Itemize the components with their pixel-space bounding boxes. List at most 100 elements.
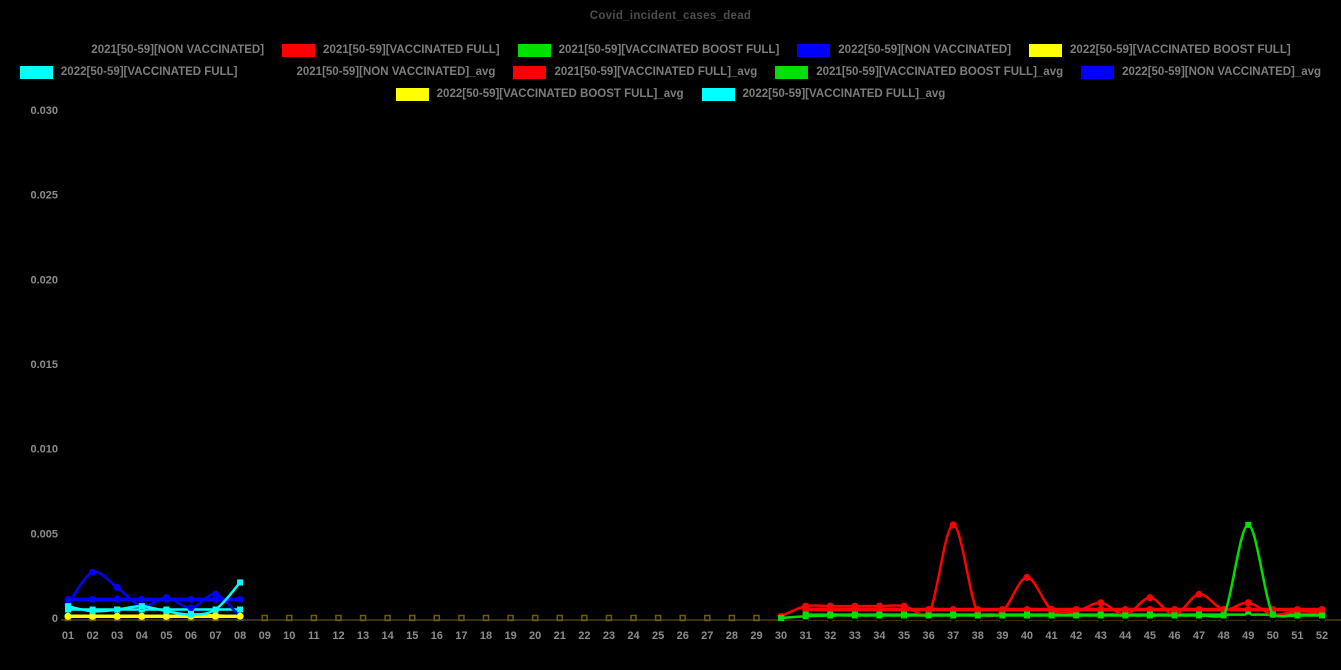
legend-item: 2022[50-59][NON VACCINATED] <box>797 43 1011 57</box>
series-marker-icon <box>826 602 834 610</box>
series-marker-icon <box>1023 612 1030 619</box>
legend-row: 2022[50-59][VACCINATED BOOST FULL]_avg 20… <box>0 83 1341 105</box>
y-tick-label: 0 <box>52 613 58 625</box>
legend-item: 2021[50-59][NON VACCINATED]_avg <box>255 65 496 79</box>
x-tick-label: 33 <box>849 630 861 642</box>
baseline-week-marker-icon <box>359 614 367 622</box>
x-tick-label: 47 <box>1193 630 1205 642</box>
series-marker-icon <box>187 595 195 603</box>
legend-item: 2022[50-59][VACCINATED BOOST FULL] <box>1029 43 1291 57</box>
legend-row: 2021[50-59][NON VACCINATED] 2021[50-59][V… <box>0 39 1341 61</box>
baseline-week-marker-icon <box>753 614 760 622</box>
baseline-week-marker-icon <box>531 614 539 622</box>
legend-item-label: 2021[50-59][NON VACCINATED] <box>91 44 265 56</box>
x-tick-label: 36 <box>922 630 934 642</box>
x-tick-label: 11 <box>308 630 320 642</box>
legend-swatch-icon <box>701 87 735 101</box>
x-tick-label: 24 <box>627 630 640 642</box>
legend-item-label: 2021[50-59][VACCINATED BOOST FULL]_avg <box>816 66 1064 78</box>
baseline-week-marker-icon <box>335 614 342 622</box>
series-marker-icon <box>949 606 957 614</box>
x-tick-label: 30 <box>775 630 787 642</box>
series-marker-icon <box>212 611 220 619</box>
chart-title: Covid_incident_cases_dead <box>589 10 752 22</box>
series-marker-icon <box>1122 612 1129 619</box>
x-tick-label: 38 <box>972 630 984 642</box>
series-marker-icon <box>237 579 244 586</box>
baseline-week-marker-icon <box>704 614 711 622</box>
series-marker-icon <box>851 612 858 619</box>
legend-swatch-icon <box>517 43 551 57</box>
series-marker-icon <box>974 612 981 619</box>
legend-item-label: 2021[50-59][NON VACCINATED]_avg <box>296 66 496 78</box>
x-tick-label: 12 <box>332 630 344 642</box>
baseline-week-marker-icon <box>261 614 268 622</box>
x-tick-label: 06 <box>185 630 197 642</box>
series-marker-icon <box>113 612 121 620</box>
legend-item-label: 2022[50-59][VACCINATED BOOST FULL]_avg <box>436 88 684 100</box>
series-marker-icon <box>64 612 72 620</box>
legend-item: 2022[50-59][NON VACCINATED]_avg <box>1081 65 1322 79</box>
series-marker-icon <box>1073 612 1080 619</box>
series-marker-icon <box>187 611 194 618</box>
series-marker-icon <box>138 603 145 610</box>
series-marker-icon <box>65 603 71 610</box>
x-tick-label: 18 <box>480 630 492 642</box>
series-marker-icon <box>999 612 1006 619</box>
x-tick-label: 13 <box>357 630 369 642</box>
series-marker-icon <box>949 521 957 529</box>
legend-item-label: 2022[50-59][VACCINATED FULL]_avg <box>742 88 946 100</box>
x-tick-label: 45 <box>1144 630 1156 642</box>
x-tick-label: 14 <box>382 630 395 642</box>
x-tick-label: 10 <box>283 630 295 642</box>
series-marker-icon <box>89 608 96 615</box>
baseline-week-marker-icon <box>654 614 662 622</box>
series-marker-icon <box>1146 612 1153 619</box>
y-tick-label: 0.005 <box>30 528 58 540</box>
legend-item-label: 2022[50-59][VACCINATED BOOST FULL] <box>1070 44 1291 56</box>
x-tick-label: 42 <box>1070 630 1082 642</box>
series-marker-icon <box>876 612 883 619</box>
legend-item: 2021[50-59][VACCINATED FULL]_avg <box>513 65 757 79</box>
legend-swatch-icon <box>282 43 316 57</box>
x-tick-label: 01 <box>62 630 74 642</box>
x-tick-label: 09 <box>259 630 271 642</box>
y-tick-label: 0.015 <box>30 359 58 371</box>
series-marker-icon <box>851 602 859 610</box>
x-tick-label: 08 <box>234 630 246 642</box>
baseline-week-marker-icon <box>384 614 391 622</box>
series-marker-icon <box>1220 612 1227 619</box>
series-marker-icon <box>212 590 220 598</box>
series-marker-icon <box>1244 599 1252 607</box>
series-marker-icon <box>1146 606 1154 614</box>
x-tick-label: 29 <box>750 630 762 642</box>
x-tick-label: 40 <box>1021 630 1033 642</box>
series-marker-icon <box>1097 612 1104 619</box>
x-tick-label: 15 <box>406 630 418 642</box>
x-tick-label: 26 <box>677 630 689 642</box>
series-marker-icon <box>802 602 810 610</box>
legend-swatch-icon <box>19 65 53 79</box>
series-marker-icon <box>114 606 121 613</box>
series-marker-icon <box>875 602 883 610</box>
series-marker-icon <box>89 595 97 603</box>
baseline-week-marker-icon <box>310 614 318 622</box>
legend-item-label: 2022[50-59][NON VACCINATED]_avg <box>1122 66 1322 78</box>
x-tick-label: 16 <box>431 630 443 642</box>
y-tick-label: 0.030 <box>30 105 58 117</box>
series-marker-icon <box>1048 606 1056 614</box>
series-marker-icon <box>1097 606 1105 614</box>
legend-swatch-icon <box>255 65 289 79</box>
series-marker-icon <box>1048 612 1055 619</box>
series-marker-icon <box>187 604 195 612</box>
series-marker-icon <box>1023 606 1031 614</box>
series-marker-icon <box>163 608 170 615</box>
series-marker-icon <box>1170 606 1178 614</box>
x-tick-label: 20 <box>529 630 541 642</box>
x-tick-label: 35 <box>898 630 910 642</box>
series-line <box>779 523 1324 618</box>
series-marker-icon <box>1195 590 1203 598</box>
legend-item: 2022[50-59][VACCINATED BOOST FULL]_avg <box>395 87 684 101</box>
series-marker-icon <box>162 612 170 620</box>
